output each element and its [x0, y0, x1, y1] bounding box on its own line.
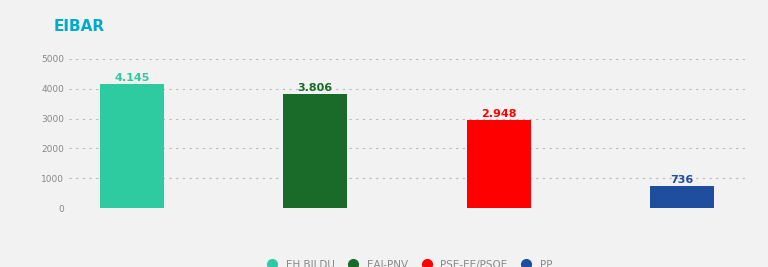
Legend: EH BILDU, EAJ-PNV, PSE-EE/PSOE, PP: EH BILDU, EAJ-PNV, PSE-EE/PSOE, PP — [257, 255, 557, 267]
Text: 2.948: 2.948 — [481, 109, 517, 119]
Text: 736: 736 — [670, 175, 694, 185]
Bar — [283, 95, 347, 208]
Bar — [100, 84, 164, 208]
Text: EIBAR: EIBAR — [54, 19, 105, 34]
Text: 3.806: 3.806 — [298, 83, 333, 93]
Bar — [467, 120, 531, 208]
Bar — [650, 186, 714, 208]
Text: 4.145: 4.145 — [114, 73, 150, 83]
